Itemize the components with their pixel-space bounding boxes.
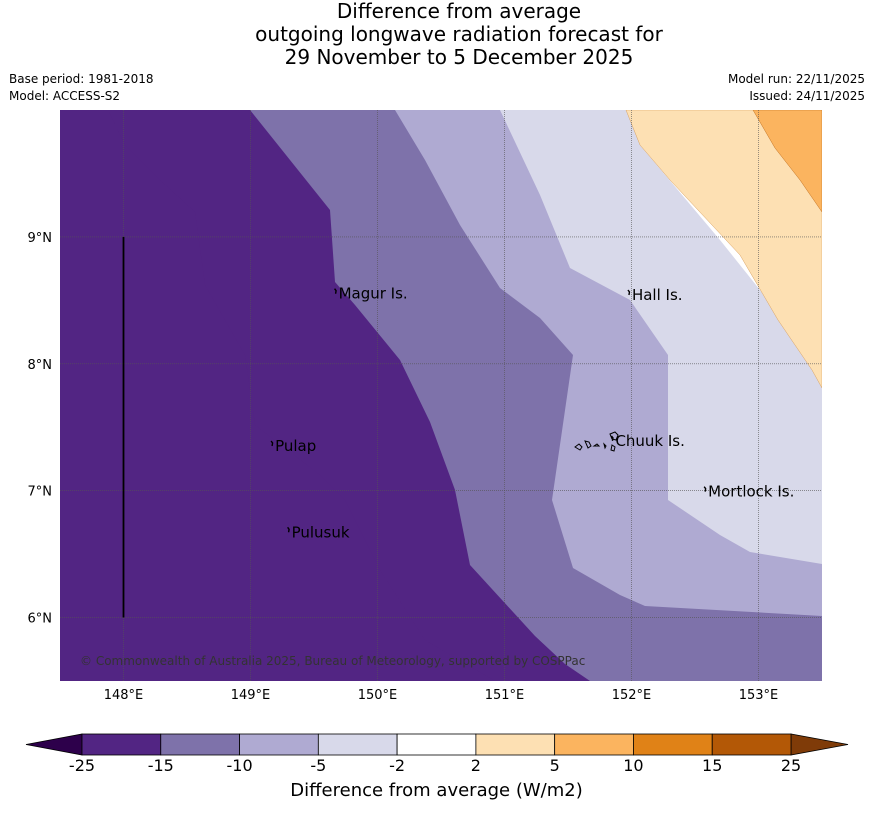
colorbar-tick-label: -10 — [226, 756, 252, 775]
lon-tick-label: 150°E — [358, 688, 398, 703]
colorbar-tick-label: -2 — [389, 756, 405, 775]
island-label: Chuuk Is. — [615, 432, 684, 450]
colorbar-tick-label: 15 — [702, 756, 722, 775]
colorbar-over-arrow — [790, 733, 849, 756]
title-line-2: outgoing longwave radiation forecast for — [255, 22, 663, 46]
lon-tick-label: 148°E — [104, 688, 144, 703]
colorbar-swatch — [475, 733, 556, 756]
chuuk-islet-3 — [592, 443, 601, 447]
colorbar-title: Difference from average (W/m2) — [290, 780, 583, 801]
colorbar-swatch — [633, 733, 713, 756]
lat-tick-label: 9°N — [28, 231, 53, 246]
colorbar-swatch — [239, 733, 319, 756]
colorbar-tick-label: -5 — [310, 756, 326, 775]
colorbar-under-arrow — [25, 733, 83, 756]
contour-band-lt-minus15-core — [60, 110, 495, 681]
contour-band-2-5 — [625, 110, 822, 389]
colorbar-tick-label: 5 — [550, 756, 560, 775]
colorbar-tick-label: -25 — [69, 756, 95, 775]
island-label: Hall Is. — [632, 286, 683, 304]
title-line-1: Difference from average — [336, 0, 582, 23]
island-label: Pulap — [275, 437, 316, 455]
chuuk-islet-6 — [610, 444, 616, 452]
meta-right: Model run: 22/11/2025 Issued: 24/11/2025 — [728, 71, 865, 105]
model-text: Model: ACCESS-S2 — [9, 89, 121, 103]
lon-tick-label: 152°E — [612, 688, 652, 703]
colorbar-swatch — [160, 733, 240, 756]
colorbar-tick-label: -15 — [148, 756, 174, 775]
colorbar-tick-label: 10 — [623, 756, 643, 775]
axis-labels: 148°E 149°E 150°E 151°E 152°E 153°E 9°N 8°N 7°N 6… — [28, 231, 779, 703]
contour-fills — [60, 110, 822, 681]
island-label: Magur Is. — [339, 285, 408, 303]
island-marker — [627, 289, 631, 296]
meta-left: Base period: 1981-2018 Model: ACCESS-S2 — [9, 71, 154, 105]
colorbar-swatch — [396, 733, 477, 756]
chuuk-islet-1 — [574, 443, 583, 451]
lat-tick-label: 7°N — [28, 485, 53, 500]
island-markers: Magur Is. Hall Is. Pulap Chuuk Is. Mortlock … — [270, 285, 794, 541]
lon-tick-label: 151°E — [485, 688, 525, 703]
chuuk-islet-4 — [603, 442, 607, 450]
graticule — [60, 110, 822, 681]
lat-tick-label: 6°N — [28, 612, 53, 627]
lat-tick-label: 8°N — [28, 358, 53, 373]
colorbar: -25 -15 -10 -5 -2 2 5 10 15 25 — [25, 733, 849, 775]
island-marker — [703, 486, 707, 492]
model-run-text: Model run: 22/11/2025 — [727, 72, 865, 86]
colorbar-swatch — [711, 733, 792, 756]
chuuk-lagoon-outline — [574, 431, 619, 452]
colorbar-tick-label: 2 — [471, 756, 481, 775]
lon-tick-label: 149°E — [231, 688, 271, 703]
colorbar-swatch — [554, 733, 634, 756]
chuuk-islet-5 — [609, 431, 619, 441]
island-marker — [287, 526, 290, 533]
island-marker — [270, 440, 274, 447]
island-label: Mortlock Is. — [708, 483, 794, 501]
chuuk-islet-2 — [584, 440, 592, 449]
copyright-notice: © Commonwealth of Australia 2025, Bureau… — [80, 654, 585, 668]
island-label: Pulusuk — [292, 523, 350, 541]
island-marker — [334, 288, 337, 294]
contour-band-5-10 — [752, 110, 822, 213]
issued-text: Issued: 24/11/2025 — [749, 89, 865, 103]
colorbar-tick-label: 25 — [781, 756, 801, 775]
chart-title: Difference from average outgoing longwav… — [0, 0, 873, 69]
colorbar-swatch — [81, 733, 162, 756]
island-marker — [610, 435, 614, 442]
colorbar-swatch — [317, 733, 398, 756]
lon-tick-label: 153°E — [739, 688, 779, 703]
title-line-3: 29 November to 5 December 2025 — [284, 45, 634, 69]
base-period-text: Base period: 1981-2018 — [9, 72, 154, 86]
